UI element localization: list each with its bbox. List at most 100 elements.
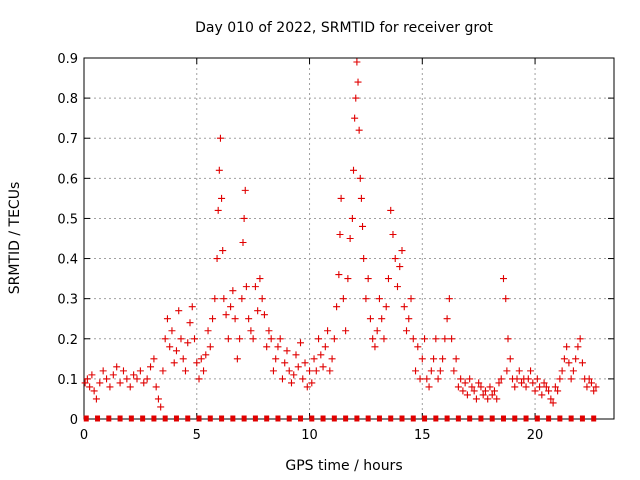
data-point xyxy=(445,295,453,303)
data-point xyxy=(378,315,386,323)
x-tick-label: 0 xyxy=(80,428,88,443)
data-point xyxy=(527,367,535,375)
data-point xyxy=(565,359,573,367)
zero-marker xyxy=(422,415,428,422)
y-tick-label: 0.7 xyxy=(57,132,78,147)
data-point xyxy=(258,295,266,303)
data-point xyxy=(391,255,399,263)
data-point xyxy=(152,383,160,391)
data-point xyxy=(479,391,487,399)
data-point xyxy=(360,255,368,263)
data-point xyxy=(238,295,246,303)
data-point xyxy=(357,194,365,202)
data-point xyxy=(227,303,235,311)
zero-marker xyxy=(298,415,304,422)
zero-marker xyxy=(467,415,473,422)
data-point xyxy=(150,355,158,363)
data-point xyxy=(457,375,465,383)
data-point xyxy=(583,383,591,391)
data-point xyxy=(434,375,442,383)
data-point xyxy=(495,379,503,387)
data-point xyxy=(366,315,374,323)
data-point xyxy=(294,363,302,371)
y-tick-label: 0.5 xyxy=(57,212,78,227)
data-point xyxy=(427,367,435,375)
data-point xyxy=(90,387,98,395)
data-point xyxy=(202,351,210,359)
data-point xyxy=(191,335,199,343)
data-point xyxy=(290,371,298,379)
data-point xyxy=(545,387,553,395)
data-point xyxy=(572,355,580,363)
data-point xyxy=(350,166,358,174)
zero-marker xyxy=(185,415,191,422)
zero-marker xyxy=(151,415,157,422)
data-point xyxy=(193,359,201,367)
data-point xyxy=(560,355,568,363)
data-point xyxy=(567,375,575,383)
x-tick-label: 20 xyxy=(527,428,544,443)
data-point xyxy=(168,327,176,335)
data-point xyxy=(452,355,460,363)
data-point xyxy=(502,295,510,303)
y-tick-label: 0.8 xyxy=(57,92,78,107)
data-point xyxy=(484,395,492,403)
data-point xyxy=(204,327,212,335)
data-point xyxy=(297,339,305,347)
data-point xyxy=(236,335,244,343)
data-point xyxy=(380,335,388,343)
data-point xyxy=(285,367,293,375)
data-point xyxy=(299,375,307,383)
data-point xyxy=(423,375,431,383)
data-point xyxy=(497,375,505,383)
data-point xyxy=(159,367,167,375)
zero-marker xyxy=(162,415,168,422)
data-point xyxy=(576,335,584,343)
data-point xyxy=(231,315,239,323)
data-point xyxy=(126,383,134,391)
data-point xyxy=(592,383,600,391)
data-point xyxy=(499,275,507,283)
zero-marker xyxy=(241,415,247,422)
zero-marker xyxy=(106,415,112,422)
data-point xyxy=(352,94,360,102)
data-point xyxy=(241,186,249,194)
data-point xyxy=(503,367,511,375)
zero-marker xyxy=(388,415,394,422)
zero-marker xyxy=(557,415,563,422)
data-point xyxy=(418,355,426,363)
data-point xyxy=(328,355,336,363)
data-point xyxy=(405,315,413,323)
data-point xyxy=(214,206,222,214)
zero-marker xyxy=(173,415,179,422)
data-point xyxy=(511,383,519,391)
data-point xyxy=(157,403,165,411)
data-point xyxy=(569,367,577,375)
data-point xyxy=(515,367,523,375)
data-point xyxy=(233,355,241,363)
zero-marker xyxy=(500,415,506,422)
data-point xyxy=(315,335,323,343)
data-point xyxy=(556,375,564,383)
data-point xyxy=(336,230,344,238)
data-point xyxy=(400,303,408,311)
data-point xyxy=(373,327,381,335)
data-point xyxy=(481,387,489,395)
data-point xyxy=(382,303,390,311)
x-tick-label: 5 xyxy=(193,428,201,443)
data-point xyxy=(416,375,424,383)
data-point xyxy=(119,367,127,375)
data-point xyxy=(488,391,496,399)
data-point xyxy=(425,383,433,391)
data-point xyxy=(213,255,221,263)
data-point xyxy=(441,335,449,343)
data-point xyxy=(430,355,438,363)
data-point xyxy=(364,275,372,283)
zero-marker xyxy=(444,415,450,422)
data-point xyxy=(170,359,178,367)
data-point xyxy=(551,383,559,391)
data-point xyxy=(113,363,121,371)
data-point xyxy=(585,375,593,383)
data-point xyxy=(536,383,544,391)
data-point xyxy=(245,315,253,323)
